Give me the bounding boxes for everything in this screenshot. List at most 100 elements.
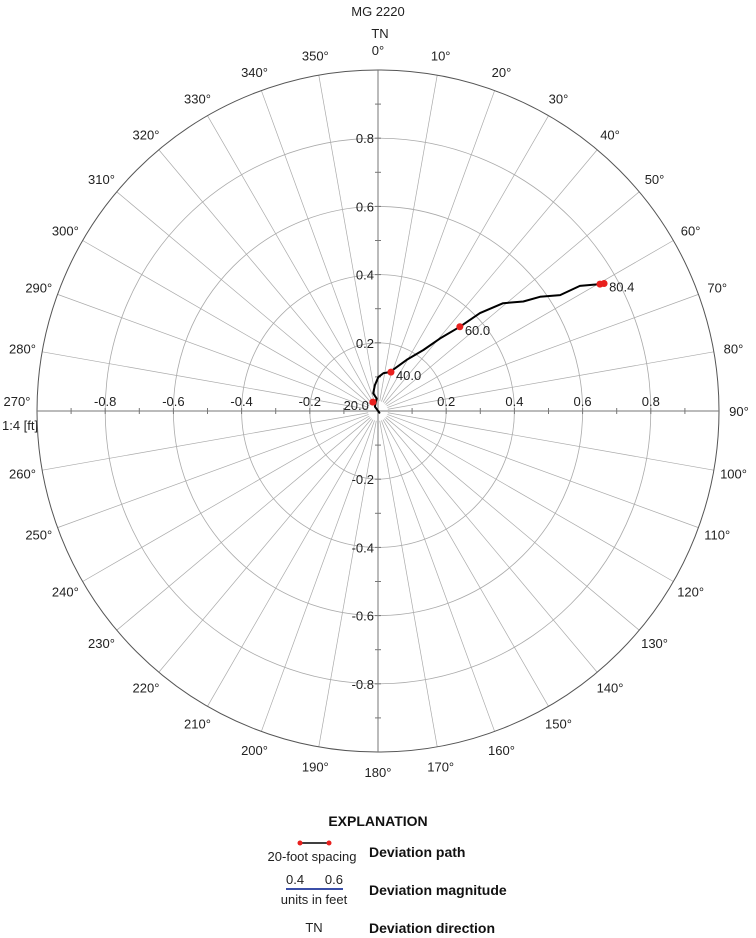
radial-spoke: [207, 115, 374, 403]
radial-spoke: [261, 90, 375, 402]
radial-spoke: [57, 414, 369, 528]
radial-spoke: [387, 414, 699, 528]
y-tick-label: 0.4: [356, 268, 374, 283]
angle-label: 80°: [724, 341, 744, 356]
depth-marker: [369, 398, 377, 406]
x-tick-label: 0.8: [642, 394, 660, 409]
radial-spoke: [207, 419, 374, 707]
angle-label: 200°: [241, 743, 268, 758]
y-tick-label: 0.6: [356, 199, 374, 214]
angle-label: 0°: [372, 43, 384, 58]
radial-spoke: [381, 90, 495, 402]
angle-label: 240°: [52, 585, 79, 600]
angle-label: 290°: [25, 281, 52, 296]
radial-spoke: [379, 420, 438, 747]
angle-label: 310°: [88, 172, 115, 187]
radial-spoke: [384, 149, 598, 404]
angle-label: 300°: [52, 224, 79, 239]
legend-direction-label: Deviation direction: [369, 920, 495, 936]
angle-label: 10°: [431, 48, 451, 63]
angle-label: 330°: [184, 91, 211, 106]
x-tick-label: -0.8: [94, 394, 116, 409]
x-tick-label: -0.6: [162, 394, 184, 409]
radial-spoke: [379, 75, 438, 402]
radial-spoke: [387, 351, 714, 410]
x-tick-label: -0.4: [230, 394, 252, 409]
angle-label: 280°: [9, 341, 36, 356]
angle-label: 40°: [600, 127, 620, 142]
legend-magnitude-sample-label: units in feet: [281, 892, 348, 907]
depth-marker: [456, 323, 464, 331]
angle-label: 340°: [241, 65, 268, 80]
angle-label: 30°: [549, 91, 569, 106]
angle-label: 180°: [365, 765, 392, 780]
depth-label: 80.4: [609, 279, 634, 294]
deviation-path: [372, 282, 605, 414]
radial-spoke: [42, 351, 369, 410]
angle-label: 120°: [677, 585, 704, 600]
radial-spoke: [385, 191, 640, 405]
x-tick-label: 0.2: [437, 394, 455, 409]
radial-spoke: [82, 240, 370, 407]
angle-label: 220°: [133, 681, 160, 696]
radial-spoke: [116, 191, 371, 405]
x-tick-label: -0.2: [299, 394, 321, 409]
radial-spoke: [387, 294, 699, 408]
radial-spoke: [158, 149, 372, 404]
legend-magnitude-right: 0.6: [325, 872, 343, 887]
radial-spoke: [318, 75, 377, 402]
chart-title: MG 2220: [351, 4, 404, 19]
radial-spoke: [381, 420, 495, 732]
radial-spoke: [42, 412, 369, 471]
radial-spoke: [382, 419, 549, 707]
angle-label: 270°: [4, 394, 31, 409]
depth-marker: [387, 368, 395, 376]
y-tick-label: -0.6: [352, 609, 374, 624]
radial-spoke: [386, 240, 674, 407]
angle-label: 350°: [302, 48, 329, 63]
radial-spoke: [158, 418, 372, 673]
radial-spoke: [385, 417, 640, 631]
angle-label: 130°: [641, 636, 668, 651]
angle-label: 230°: [88, 636, 115, 651]
angle-label: 250°: [25, 527, 52, 542]
legend-magnitude-label: Deviation magnitude: [369, 882, 507, 898]
x-tick-label: 0.4: [505, 394, 523, 409]
radial-spoke: [57, 294, 369, 408]
scale-label: 1:4 [ft]: [2, 418, 38, 433]
legend-direction-sample: TN: [305, 920, 322, 935]
y-tick-label: -0.4: [352, 540, 374, 555]
angle-label: 260°: [9, 467, 36, 482]
legend-path-sample-label: 20-foot spacing: [268, 849, 357, 864]
depth-label: 40.0: [396, 368, 421, 383]
angle-label: 160°: [488, 743, 515, 758]
legend-magnitude-left: 0.4: [286, 872, 304, 887]
depth-label: 20.0: [344, 398, 369, 413]
x-tick-label: 0.6: [574, 394, 592, 409]
north-label: TN: [371, 26, 388, 41]
angle-label: 150°: [545, 717, 572, 732]
y-tick-label: 0.2: [356, 336, 374, 351]
depth-marker: [600, 279, 608, 287]
angle-label: 190°: [302, 760, 329, 775]
angle-label: 60°: [681, 224, 701, 239]
legend-title: EXPLANATION: [328, 813, 427, 829]
radial-spoke: [382, 115, 549, 403]
angle-label: 100°: [720, 467, 747, 482]
angle-label: 210°: [184, 717, 211, 732]
angle-label: 170°: [427, 760, 454, 775]
angle-label: 320°: [133, 127, 160, 142]
angle-label: 110°: [704, 527, 730, 542]
legend-path-label: Deviation path: [369, 844, 465, 860]
radial-spoke: [386, 415, 674, 582]
radial-spoke: [384, 418, 598, 673]
angle-label: 70°: [707, 281, 727, 296]
legend-path-marker: [326, 840, 332, 846]
angle-label: 20°: [492, 65, 512, 80]
radial-spoke: [82, 415, 370, 582]
radial-spoke: [318, 420, 377, 747]
radial-spoke: [261, 420, 375, 732]
y-tick-label: -0.2: [352, 472, 374, 487]
legend: EXPLANATION 20-foot spacing Deviation pa…: [268, 813, 507, 936]
angle-label: 50°: [645, 172, 665, 187]
